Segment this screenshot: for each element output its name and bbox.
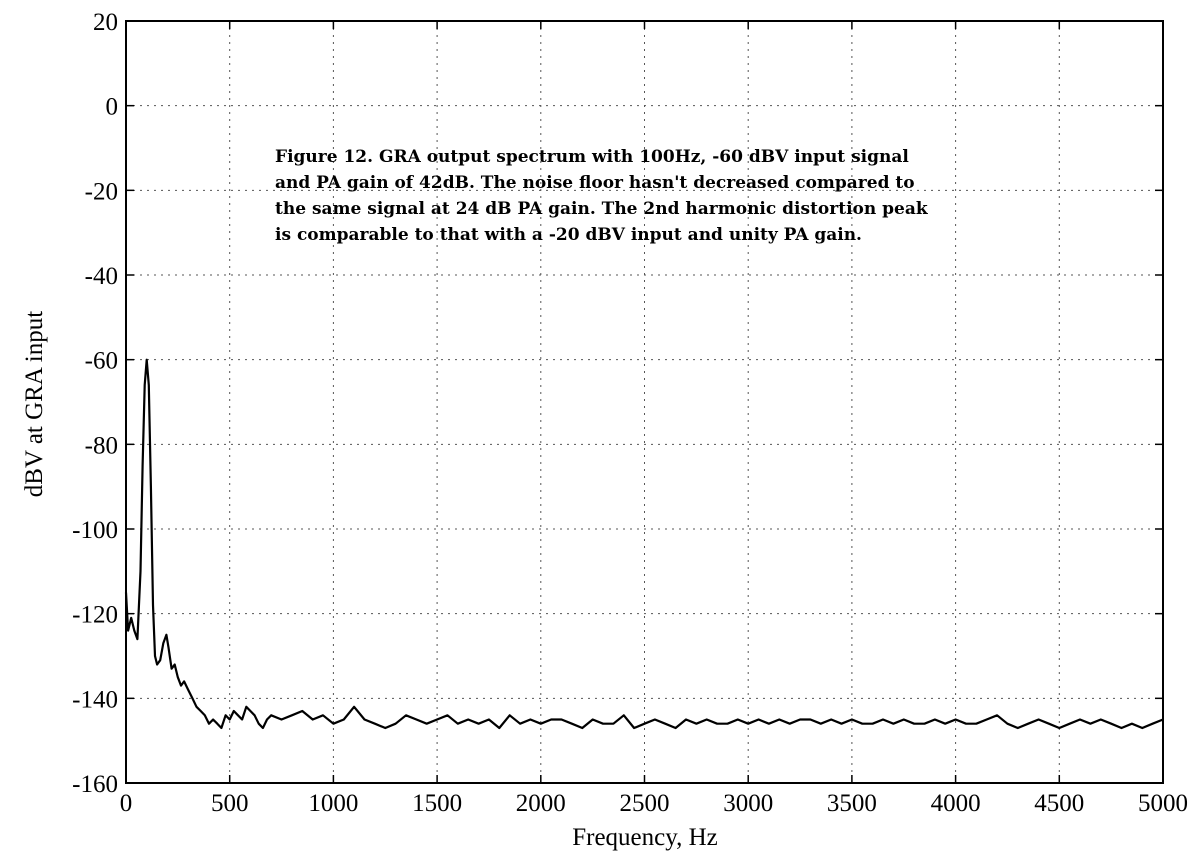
x-tick-labels: 0 500 1000 1500 2000 2500 3000 3500 4000 4500 5000 (120, 790, 1188, 817)
y-tick-label: -80 (85, 432, 118, 459)
x-tick-label: 2500 (620, 790, 670, 817)
y-tick-label: -120 (72, 602, 118, 629)
tick-marks (125, 20, 1164, 784)
y-tick-label: -160 (72, 771, 118, 798)
spectrum-series-line (124, 358, 1164, 730)
x-tick-label: 3500 (827, 790, 877, 817)
plot-frame (125, 20, 1164, 784)
x-tick-label: 5000 (1138, 790, 1188, 817)
grid-lines (126, 21, 1163, 783)
y-tick-label: 0 (106, 94, 119, 121)
figure-caption-annotation: Figure 12. GRA output spectrum with 100H… (275, 147, 929, 245)
x-tick-label: 0 (120, 790, 133, 817)
x-tick-label: 1500 (412, 790, 462, 817)
x-tick-label: 2000 (516, 790, 566, 817)
caption-line: and PA gain of 42dB. The noise floor has… (275, 173, 915, 193)
y-tick-label: -100 (72, 517, 118, 544)
y-axis-title: dBV at GRA input (21, 311, 48, 497)
caption-line: the same signal at 24 dB PA gain. The 2n… (275, 199, 929, 219)
y-tick-labels: 20 0 -20 -40 -60 -80 -100 -120 -140 -160 (72, 9, 118, 798)
y-tick-label: -40 (85, 263, 118, 290)
y-tick-label: 20 (93, 9, 118, 36)
y-tick-label: -20 (85, 178, 118, 205)
caption-line: is comparable to that with a -20 dBV inp… (275, 225, 862, 245)
caption-line: Figure 12. GRA output spectrum with 100H… (275, 147, 909, 167)
x-tick-label: 3000 (723, 790, 773, 817)
x-axis-title: Frequency, Hz (572, 824, 718, 851)
y-tick-label: -60 (85, 348, 118, 375)
x-tick-label: 4000 (931, 790, 981, 817)
y-tick-label: -140 (72, 686, 118, 713)
x-tick-label: 500 (211, 790, 249, 817)
x-tick-label: 4500 (1034, 790, 1084, 817)
x-tick-label: 1000 (308, 790, 358, 817)
